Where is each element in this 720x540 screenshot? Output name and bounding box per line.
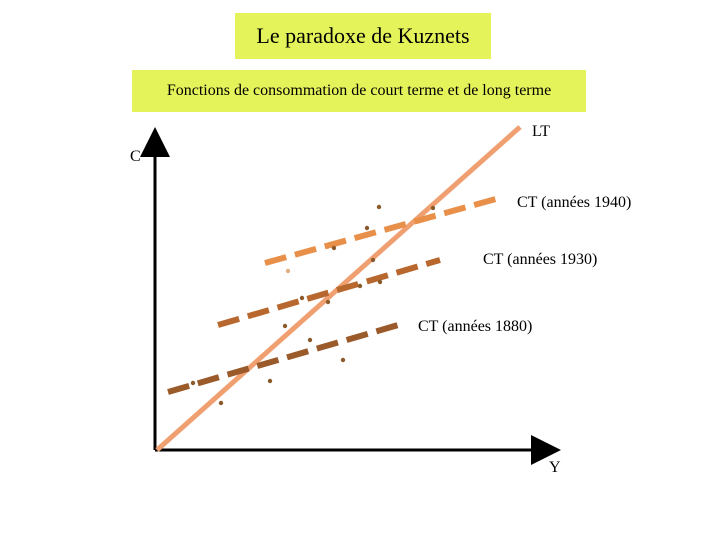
ct-1940-line — [264, 194, 504, 266]
scatter-dot — [370, 257, 376, 263]
scatter-dot — [331, 245, 337, 251]
diagram-subtitle: Fonctions de consommation de court terme… — [132, 70, 586, 112]
scatter-dot — [376, 204, 382, 210]
ct-1930-line — [217, 257, 441, 328]
scatter-dot — [267, 378, 273, 384]
ct-1880-line — [167, 320, 406, 395]
scatter-dot — [282, 323, 288, 329]
y-axis-label: C — [130, 148, 141, 165]
scatter-dot — [218, 400, 224, 406]
scatter-dot — [307, 337, 313, 343]
scatter-dot — [357, 283, 363, 289]
scatter-dot — [190, 380, 196, 386]
lt-label: LT — [532, 123, 550, 140]
scatter-dot — [299, 295, 305, 301]
scatter-dots — [190, 204, 436, 406]
scatter-dot — [377, 279, 383, 285]
x-axis-label: Y — [549, 459, 561, 476]
scatter-dot — [285, 268, 291, 274]
ct-1940-label: CT (années 1940) — [517, 194, 631, 211]
scatter-dot — [364, 225, 370, 231]
scatter-dot — [430, 205, 436, 211]
ct-1880-label: CT (années 1880) — [418, 318, 532, 335]
ct-1930-label: CT (années 1930) — [483, 251, 597, 268]
scatter-dot — [340, 357, 346, 363]
scatter-dot — [325, 299, 331, 305]
diagram-title: Le paradoxe de Kuznets — [235, 13, 491, 59]
